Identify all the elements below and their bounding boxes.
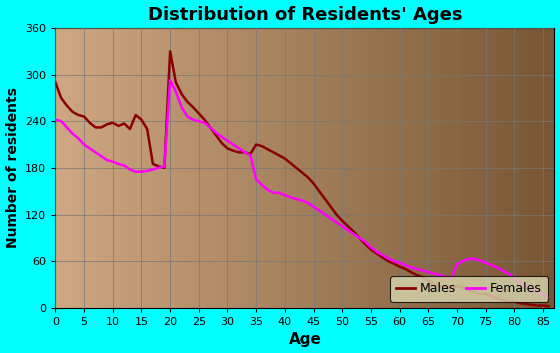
Legend: Males, Females: Males, Females (390, 276, 548, 301)
Title: Distribution of Residents' Ages: Distribution of Residents' Ages (148, 6, 462, 24)
X-axis label: Age: Age (288, 333, 321, 347)
Y-axis label: Number of residents: Number of residents (6, 88, 20, 248)
